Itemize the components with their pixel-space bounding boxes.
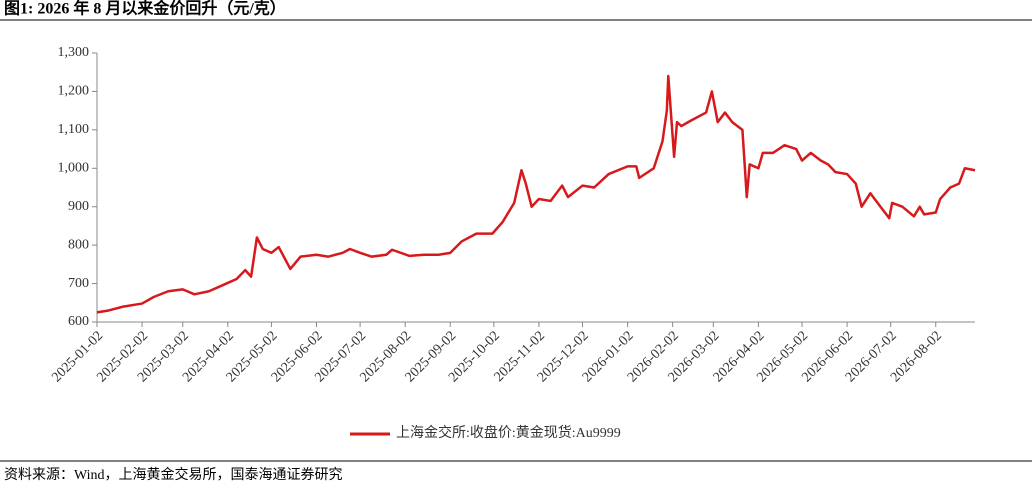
y-tick-label: 1,100 <box>58 122 90 137</box>
y-tick-label: 1,200 <box>58 84 90 99</box>
chart-title: 图1: 2026 年 8 月以来金价回升（元/克） <box>4 0 286 18</box>
legend-label: 上海金交所:收盘价:黄金现货:Au9999 <box>396 424 621 441</box>
y-tick-label: 700 <box>68 276 89 291</box>
y-tick-label: 800 <box>68 237 89 252</box>
y-tick-label: 1,000 <box>58 161 90 176</box>
y-tick-label: 1,300 <box>58 45 90 60</box>
y-tick-label: 600 <box>68 314 89 329</box>
y-tick-label: 900 <box>68 199 89 214</box>
source: 资料来源：Wind，上海黄金交易所，国泰海通证券研究 <box>4 466 343 483</box>
series-line <box>96 74 976 314</box>
